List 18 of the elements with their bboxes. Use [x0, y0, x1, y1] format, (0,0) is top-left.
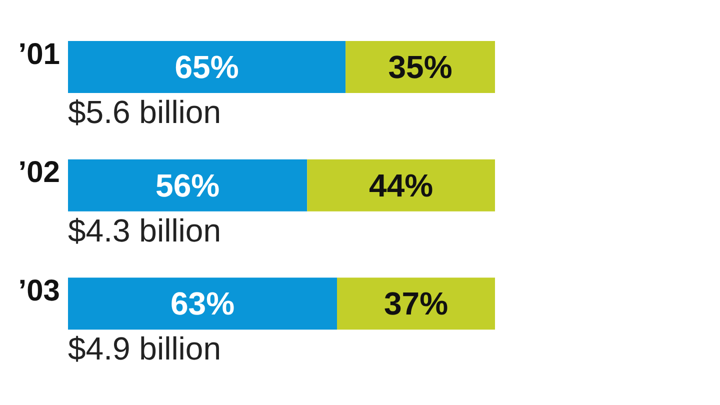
data-label: 44% — [369, 167, 434, 204]
data-label: 65% — [174, 49, 239, 85]
bar — [307, 159, 495, 212]
annotation: $4.9 billion — [68, 330, 221, 367]
bar — [68, 159, 308, 212]
annotation: $4.3 billion — [68, 212, 221, 248]
data-label: 35% — [388, 49, 452, 85]
y-tick-label: ’02 — [18, 156, 60, 190]
annotation: $5.6 billion — [68, 94, 221, 130]
data-label: 37% — [384, 286, 448, 322]
data-label: 56% — [156, 167, 220, 204]
bar — [337, 278, 495, 330]
data-label: 63% — [170, 286, 235, 322]
y-tick-label: ’03 — [18, 274, 60, 308]
bar — [68, 41, 346, 93]
bar — [68, 278, 338, 330]
bar — [346, 41, 495, 93]
y-tick-label: ’01 — [18, 38, 60, 71]
